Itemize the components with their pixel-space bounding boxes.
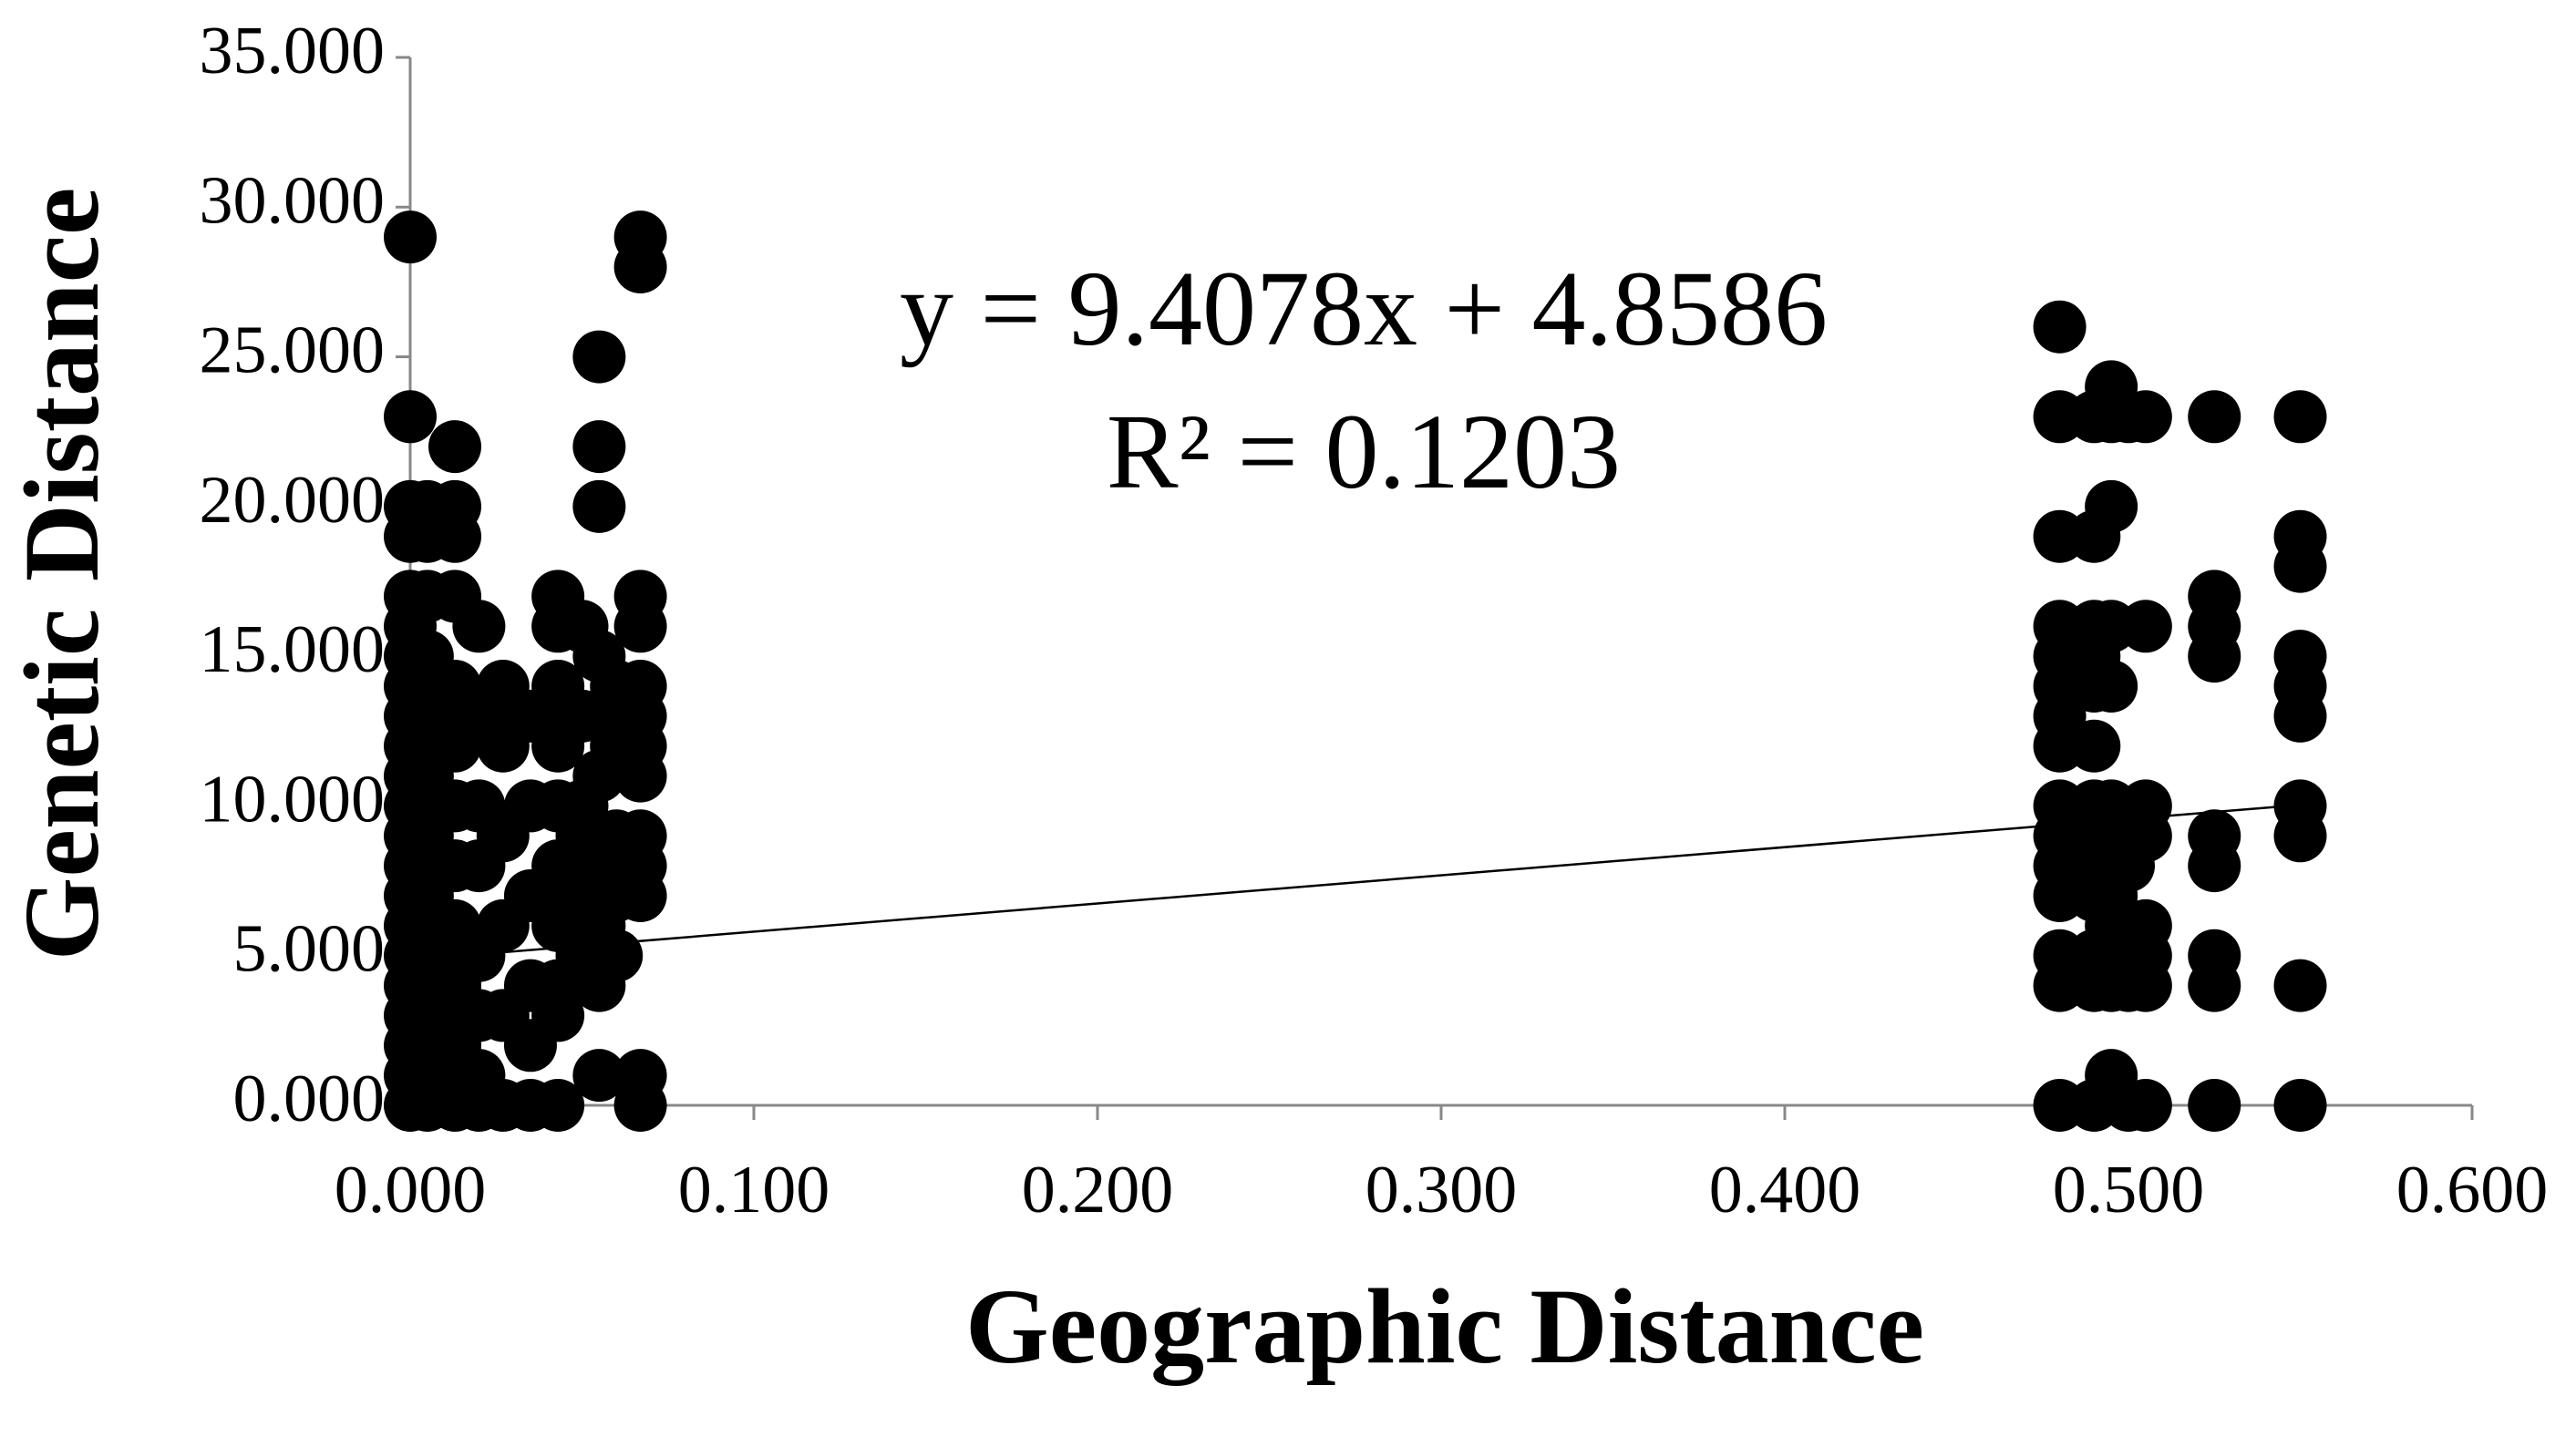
y-tick-label: 20.000 xyxy=(200,463,386,538)
scatter-point xyxy=(613,1079,667,1132)
scatter-point xyxy=(613,241,667,293)
y-tick-label: 25.000 xyxy=(200,313,386,388)
x-tick-label: 0.400 xyxy=(1709,1153,1861,1227)
scatter-point xyxy=(572,1049,626,1103)
annotation: R² = 0.1203 xyxy=(1107,392,1621,511)
scatter-point xyxy=(572,420,626,474)
scatter-point xyxy=(2273,539,2327,593)
annotation: y = 9.4078x + 4.8586 xyxy=(900,249,1828,368)
scatter-point xyxy=(531,1079,585,1132)
scatter-point xyxy=(613,600,667,653)
scatter-point xyxy=(2085,660,2138,713)
scatter-point xyxy=(590,929,644,982)
y-tick-label: 30.000 xyxy=(200,163,386,238)
scatter-point xyxy=(531,989,585,1042)
scatter-point xyxy=(572,330,626,384)
scatter-point xyxy=(2273,809,2327,863)
scatter-point xyxy=(384,390,437,444)
y-axis-title: Genetic Distance xyxy=(2,188,121,961)
scatter-point xyxy=(2188,959,2241,1012)
scatter-point xyxy=(428,420,482,474)
trendline xyxy=(409,804,2301,961)
scatter-point xyxy=(2033,300,2087,354)
x-tick-label: 0.300 xyxy=(1365,1153,1518,1227)
scatter-point xyxy=(2188,390,2241,444)
scatter-point xyxy=(2118,809,2172,863)
scatter-point xyxy=(572,479,626,533)
scatter-point xyxy=(613,749,667,803)
y-tick-label: 15.000 xyxy=(200,612,386,687)
scatter-point xyxy=(2118,600,2172,653)
x-tick-label: 0.600 xyxy=(2396,1153,2549,1227)
x-axis-title: Geographic Distance xyxy=(965,1267,1924,1386)
scatter-point xyxy=(2067,719,2121,773)
scatter-point xyxy=(2273,1079,2327,1132)
scatter-point xyxy=(2273,390,2327,444)
scatter-point xyxy=(452,600,506,653)
x-tick-label: 0.500 xyxy=(2053,1153,2205,1227)
scatter-point xyxy=(2188,839,2241,893)
scatter-point xyxy=(2118,1079,2172,1132)
scatter-point xyxy=(428,509,482,563)
x-tick-label: 0.100 xyxy=(678,1153,830,1227)
scatter-point xyxy=(384,210,437,264)
scatter-point xyxy=(2118,959,2172,1012)
x-tick-label: 0.200 xyxy=(1022,1153,1174,1227)
scatter-point xyxy=(2273,959,2327,1012)
y-tick-label: 0.000 xyxy=(233,1062,386,1136)
x-tick-label: 0.000 xyxy=(335,1153,487,1227)
scatter-point xyxy=(2188,630,2241,683)
scatter-point xyxy=(2118,390,2172,444)
y-tick-label: 10.000 xyxy=(200,762,386,837)
y-tick-label: 5.000 xyxy=(233,912,386,987)
scatter-point xyxy=(2273,689,2327,743)
y-tick-label: 35.000 xyxy=(200,14,386,88)
scatter-point xyxy=(2188,1079,2241,1132)
scatter-point xyxy=(613,869,667,922)
scatter-point xyxy=(2085,479,2138,533)
